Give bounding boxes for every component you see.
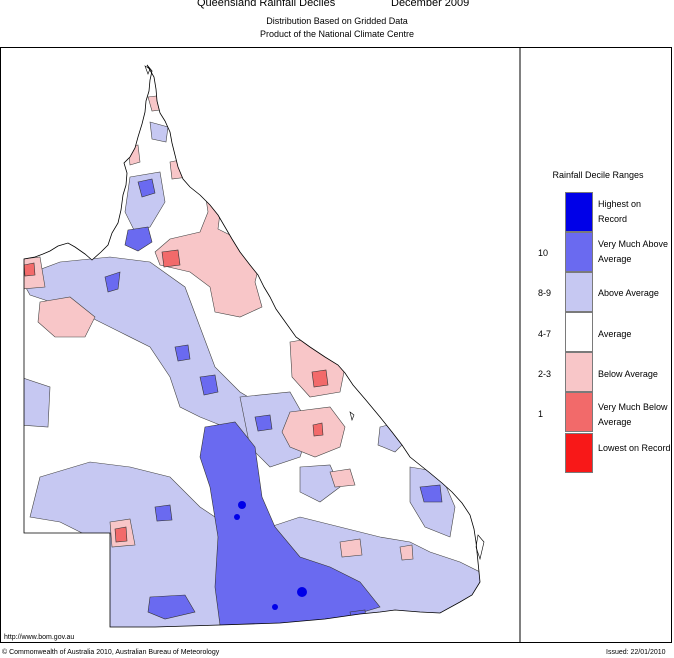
legend-label-record-high: Highest on Record [598,199,642,224]
legend-label-below: Below Average [598,369,658,379]
legend-swatch-record-low [565,433,593,473]
legend-swatch-very-much-below [565,392,593,432]
legend-range-above: 8-9 [538,288,552,298]
record-high-regions [234,501,307,610]
map-frame [0,47,672,643]
source-url: http://www.bom.gov.au [4,634,75,641]
below-average-regions [24,94,414,561]
islands [144,65,485,561]
map-subtitle-1: Distribution Based on Gridded Data [266,16,408,26]
legend-label-very-much-below: Very Much Below Average [598,402,668,427]
legend-swatch-very-much-above [565,232,593,272]
legend-swatch-record-high [565,192,593,232]
map-subtitle-2: Product of the National Climate Centre [259,29,415,39]
legend-label-very-much-above: Very Much Above Average [598,239,669,264]
copyright: © Commonwealth of Australia 2010, Austra… [2,649,220,656]
map-title: Queensland Rainfall Deciles [197,0,336,9]
legend-range-below: 2-3 [538,369,552,379]
issued-date: Issued: 22/01/2010 [606,649,666,656]
legend-label-average: Average [598,329,632,339]
legend-label-record-low: Lowest on Record [598,443,671,453]
legend-label-above: Above Average [598,288,659,298]
rainfall-map [23,47,521,643]
very-much-below-regions [24,249,329,543]
map-period: December 2009 [391,0,470,9]
very-much-above-regions [104,178,443,627]
legend-swatch-average [565,312,593,352]
legend-swatch-below [565,352,593,392]
legend-range-very-much-below: 1 [538,409,544,419]
legend-title: Rainfall Decile Ranges [552,170,644,180]
legend-range-average: 4-7 [538,329,552,339]
legend-swatch-above [565,272,593,312]
legend-range-very-much-above: 10 [538,248,549,258]
